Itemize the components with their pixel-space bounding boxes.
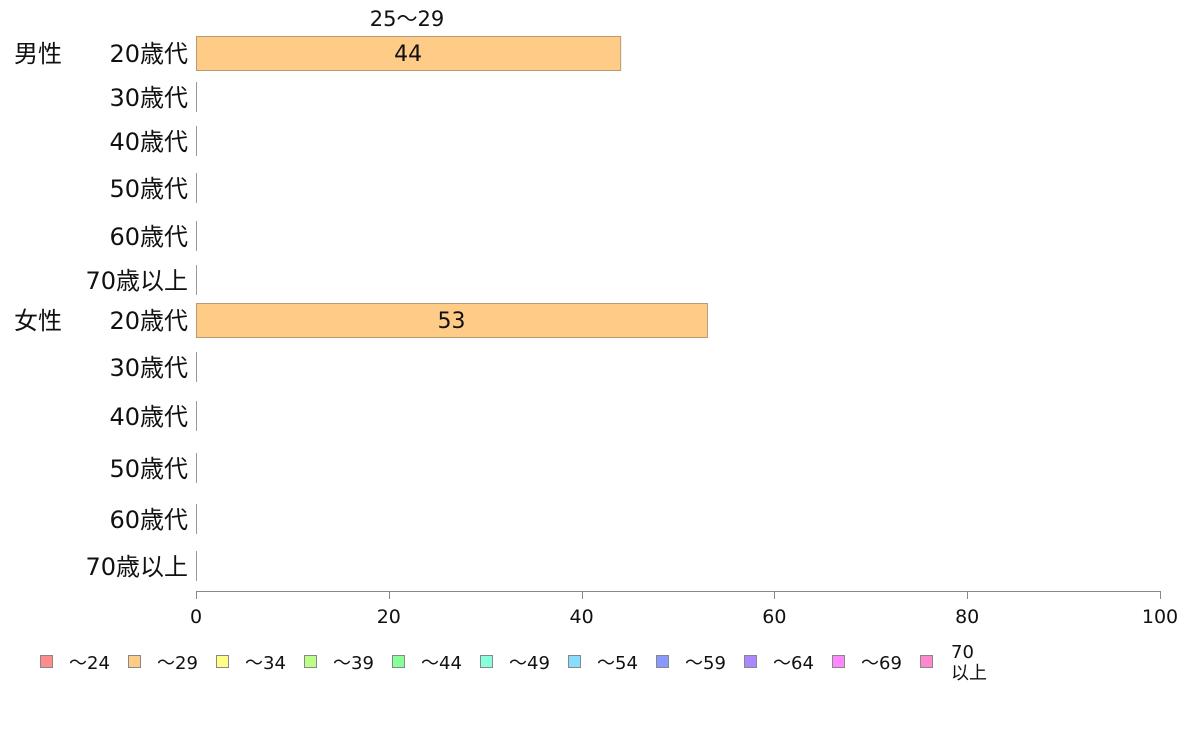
legend-swatch	[128, 655, 141, 668]
x-axis: 0 20 40 60 80 100	[190, 591, 1178, 628]
legend-label: 〜69	[861, 653, 902, 674]
x-tick-label: 0	[190, 606, 202, 628]
y-tick-label: 20歳代	[109, 307, 188, 335]
legend-swatch	[392, 655, 405, 668]
y-tick-label: 30歳代	[109, 84, 188, 112]
group-label: 男性	[14, 40, 62, 68]
legend-swatch	[40, 655, 53, 668]
x-tick-label: 20	[377, 606, 401, 628]
legend-label: 〜34	[245, 653, 286, 674]
legend-label: 〜44	[421, 653, 462, 674]
y-tick-label: 60歳代	[109, 223, 188, 251]
legend-swatch	[656, 655, 669, 668]
legend-label: 〜29	[157, 653, 198, 674]
y-tick-label: 70歳以上	[85, 267, 188, 295]
y-tick-label: 30歳代	[109, 354, 188, 382]
y-tick-label: 50歳代	[109, 175, 188, 203]
legend-swatch	[568, 655, 581, 668]
y-tick-label: 70歳以上	[85, 553, 188, 581]
legend-swatch	[832, 655, 845, 668]
y-axis-labels: 20歳代 30歳代 40歳代 50歳代 60歳代 70歳以上 20歳代 30歳代 40歳代 50歳…	[14, 40, 188, 581]
legend-swatch	[304, 655, 317, 668]
legend-swatch	[480, 655, 493, 668]
bar	[196, 303, 708, 338]
legend-swatch	[216, 655, 229, 668]
legend-swatch	[920, 655, 933, 668]
x-tick-label: 80	[955, 606, 979, 628]
y-tick-label: 50歳代	[109, 455, 188, 483]
legend-label: 〜54	[597, 653, 638, 674]
y-tick-label: 40歳代	[109, 128, 188, 156]
x-tick-label: 60	[762, 606, 786, 628]
legend-label: 〜49	[509, 653, 550, 674]
bar-value-label: 53	[437, 309, 465, 334]
legend-label: 70 以上	[951, 642, 987, 684]
x-tick-label: 100	[1142, 606, 1178, 628]
legend: 〜24 〜29 〜34 〜39 〜44 〜49 〜54 〜59 〜64 〜69 70 以上	[40, 642, 987, 684]
bar	[196, 36, 622, 71]
legend-label: 〜64	[773, 653, 814, 674]
group-label: 女性	[14, 307, 62, 335]
x-tick-label: 40	[570, 606, 594, 628]
legend-swatch	[744, 655, 757, 668]
top-series-label: 25〜29	[370, 7, 444, 31]
y-tick-label: 20歳代	[109, 40, 188, 68]
legend-label: 〜39	[333, 653, 374, 674]
legend-label: 〜24	[69, 653, 110, 674]
y-tick-label: 60歳代	[109, 506, 188, 534]
bars-layer: 44 53	[196, 36, 708, 581]
bar-value-label: 44	[394, 42, 422, 67]
legend-label: 〜59	[685, 653, 726, 674]
y-tick-label: 40歳代	[109, 403, 188, 431]
